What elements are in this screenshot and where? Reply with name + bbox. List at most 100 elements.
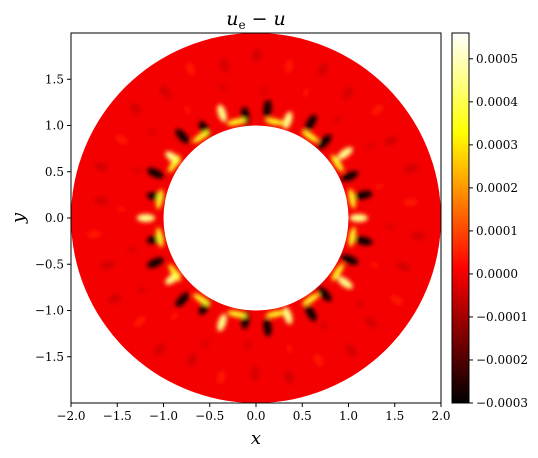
error-feature xyxy=(129,102,142,115)
error-feature xyxy=(160,85,171,98)
error-feature xyxy=(348,226,356,247)
error-feature xyxy=(331,154,344,172)
error-feature xyxy=(396,262,411,272)
y-tick-label: −0.5 xyxy=(35,257,64,271)
error-feature xyxy=(185,62,196,76)
error-feature xyxy=(342,86,354,99)
error-feature xyxy=(147,257,164,268)
chart-title: ue − u xyxy=(226,8,286,32)
y-axis-label: y xyxy=(8,212,29,224)
error-feature xyxy=(390,295,403,306)
x-axis: −2.0 −1.5 −1.0 −0.5 0.0 0.5 1.0 1.5 2.0 xyxy=(56,403,451,423)
error-feature xyxy=(132,167,143,175)
annulus-field xyxy=(71,33,441,403)
error-feature xyxy=(115,134,129,145)
colorbar-tick-label: −0.0001 xyxy=(476,310,528,324)
error-feature xyxy=(264,118,285,126)
x-tick-label: 2.0 xyxy=(431,409,450,423)
error-feature xyxy=(302,293,320,306)
colorbar-axis: 0.0005 0.0004 0.0003 0.0002 0.0001 0.0000 −0.0… xyxy=(469,52,528,410)
plot-area xyxy=(71,33,441,403)
error-feature xyxy=(220,58,229,73)
error-feature xyxy=(286,343,293,354)
error-feature xyxy=(331,263,344,281)
error-feature xyxy=(192,130,210,143)
error-feature xyxy=(217,370,226,384)
error-feature xyxy=(284,59,294,74)
error-feature xyxy=(217,104,227,122)
error-feature xyxy=(184,105,192,115)
error-feature xyxy=(403,198,418,207)
error-feature xyxy=(365,316,377,329)
error-feature xyxy=(318,62,328,77)
error-feature xyxy=(371,104,384,116)
colorbar-tick-label: 0.0004 xyxy=(476,95,518,109)
error-feature xyxy=(168,155,181,173)
error-feature xyxy=(301,130,319,143)
y-tick-label: 1.5 xyxy=(45,72,64,86)
error-feature xyxy=(147,168,164,179)
x-tick-label: 0.5 xyxy=(293,409,312,423)
x-tick-label: 0.0 xyxy=(246,409,265,423)
error-feature xyxy=(263,318,272,337)
error-feature xyxy=(137,286,147,294)
error-feature xyxy=(337,276,353,289)
error-feature xyxy=(283,111,293,129)
colorbar-tick-label: −0.0002 xyxy=(476,353,528,367)
x-tick-label: −1.5 xyxy=(103,409,132,423)
error-feature xyxy=(348,188,356,209)
error-feature xyxy=(136,214,155,222)
error-feature xyxy=(244,340,251,351)
error-feature xyxy=(193,293,211,306)
colorbar-tick-label: 0.0001 xyxy=(476,224,518,238)
error-feature xyxy=(147,127,157,136)
error-feature xyxy=(410,231,425,240)
error-feature xyxy=(251,366,260,381)
annulus-base xyxy=(71,33,441,403)
x-tick-label: −2.0 xyxy=(56,409,85,423)
error-feature xyxy=(385,223,396,230)
error-feature xyxy=(156,189,164,210)
x-tick-label: −0.5 xyxy=(195,409,224,423)
error-feature xyxy=(374,183,385,190)
error-feature xyxy=(94,162,109,172)
error-feature xyxy=(94,196,109,206)
x-tick-label: 1.0 xyxy=(339,409,358,423)
x-axis-label: x xyxy=(251,428,261,449)
error-feature xyxy=(404,164,418,173)
error-feature xyxy=(108,293,122,304)
error-feature xyxy=(305,114,317,131)
colorbar-tick-label: 0.0002 xyxy=(476,181,518,195)
error-feature xyxy=(317,287,332,302)
x-tick-label: −1.0 xyxy=(149,409,178,423)
error-feature xyxy=(263,99,272,118)
error-features xyxy=(87,48,425,385)
y-tick-label: 0.5 xyxy=(45,165,64,179)
error-feature xyxy=(156,227,164,248)
error-feature xyxy=(219,82,226,93)
error-feature xyxy=(341,254,359,265)
error-feature xyxy=(349,214,368,222)
x-tick-label: 1.5 xyxy=(385,409,404,423)
error-feature xyxy=(227,310,248,318)
colorbar-tick-label: 0.0000 xyxy=(476,267,518,281)
error-feature xyxy=(116,206,127,213)
error-feature xyxy=(320,321,328,331)
error-feature xyxy=(313,353,324,367)
error-feature xyxy=(354,236,373,246)
error-feature xyxy=(127,246,138,253)
error-feature xyxy=(265,310,286,318)
y-tick-label: −1.5 xyxy=(35,350,64,364)
colorbar-tick-label: −0.0003 xyxy=(476,396,528,410)
colorbar-tick-label: 0.0003 xyxy=(476,138,518,152)
error-feature xyxy=(134,315,146,327)
colorbar xyxy=(451,32,470,404)
error-feature xyxy=(333,115,342,125)
error-feature xyxy=(101,260,115,270)
error-feature xyxy=(384,136,398,146)
error-feature xyxy=(305,305,317,322)
y-tick-label: 1.0 xyxy=(45,119,64,133)
error-feature xyxy=(261,85,268,96)
error-feature xyxy=(283,307,293,325)
